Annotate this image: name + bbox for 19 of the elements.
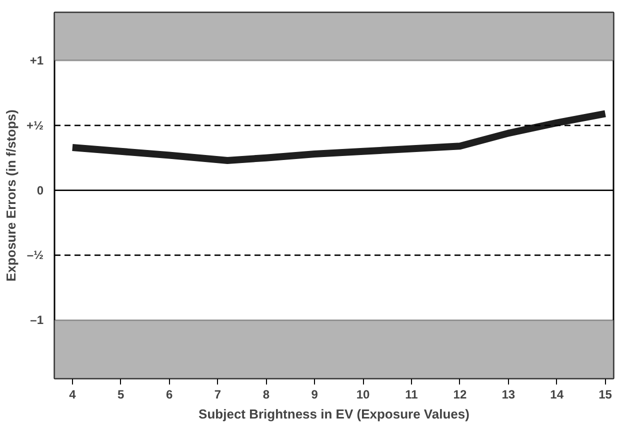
x-tick-label: 11 [405, 388, 418, 402]
x-tick-label: 14 [550, 388, 564, 402]
y-axis-title: Exposure Errors (in f/stops) [3, 110, 18, 282]
y-tick-label: +½ [26, 118, 44, 132]
x-tick-label: 15 [598, 388, 612, 402]
x-tick-label: 4 [69, 388, 76, 402]
x-tick-label: 5 [118, 388, 125, 402]
y-tick-label: 0 [36, 183, 44, 198]
x-tick-label: 8 [262, 388, 270, 402]
x-tick-label: 7 [214, 388, 222, 402]
x-tick-label: 13 [502, 388, 516, 402]
y-tick-label: –1 [30, 313, 44, 328]
x-tick-label: 12 [453, 388, 467, 402]
x-tick-label: 9 [311, 388, 318, 402]
x-axis-title: Subject Brightness in EV (Exposure Values) [198, 406, 470, 422]
x-tick-label: 10 [356, 388, 370, 402]
y-tick-label: +1 [30, 54, 44, 68]
x-tick-label: 6 [166, 388, 173, 402]
y-tick-label: –½ [26, 248, 44, 262]
